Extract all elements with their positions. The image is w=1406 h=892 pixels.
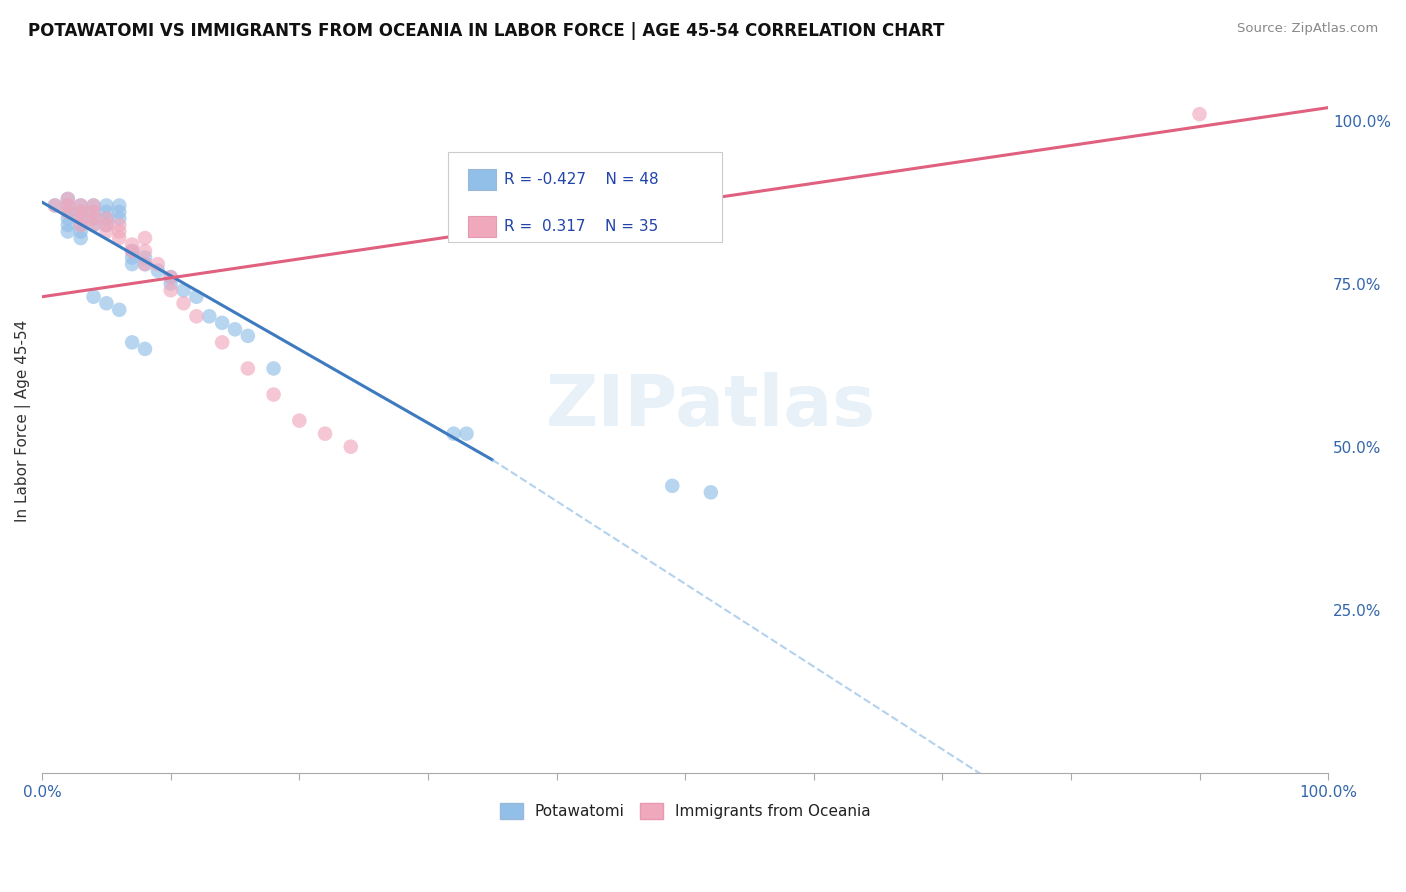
Point: [96, 218, 118, 232]
Text: POTAWATOMI VS IMMIGRANTS FROM OCEANIA IN LABOR FORCE | AGE 45-54 CORRELATION CHA: POTAWATOMI VS IMMIGRANTS FROM OCEANIA IN…: [28, 22, 945, 40]
Point: [134, 231, 156, 245]
Point: [44, 198, 66, 212]
Point: [69, 205, 91, 219]
Point: [96, 211, 118, 226]
Point: [44, 198, 66, 212]
Point: [134, 251, 156, 265]
Point: [56, 192, 79, 206]
Point: [263, 361, 285, 376]
Point: [224, 322, 246, 336]
Point: [443, 426, 465, 441]
Point: [56, 211, 79, 226]
Point: [69, 211, 91, 226]
Point: [146, 257, 169, 271]
Point: [108, 211, 131, 226]
Point: [83, 290, 105, 304]
Point: [173, 296, 195, 310]
Point: [134, 244, 156, 258]
Point: [263, 387, 285, 401]
Point: [134, 342, 156, 356]
Point: [96, 211, 118, 226]
Point: [108, 225, 131, 239]
Point: [69, 231, 91, 245]
Point: [108, 205, 131, 219]
Point: [83, 211, 105, 226]
Text: Source: ZipAtlas.com: Source: ZipAtlas.com: [1237, 22, 1378, 36]
Point: [69, 218, 91, 232]
Point: [56, 205, 79, 219]
Point: [69, 218, 91, 232]
Point: [288, 414, 311, 428]
Point: [83, 205, 105, 219]
Point: [83, 211, 105, 226]
Point: [69, 198, 91, 212]
Point: [69, 205, 91, 219]
Point: [339, 440, 361, 454]
Point: [83, 198, 105, 212]
Legend: Potawatomi, Immigrants from Oceania: Potawatomi, Immigrants from Oceania: [494, 797, 877, 825]
Point: [186, 310, 208, 324]
Point: [56, 218, 79, 232]
Point: [83, 198, 105, 212]
Point: [69, 211, 91, 226]
Point: [159, 270, 181, 285]
Point: [83, 218, 105, 232]
Text: R = -0.427    N = 48: R = -0.427 N = 48: [505, 172, 659, 187]
Point: [96, 225, 118, 239]
Y-axis label: In Labor Force | Age 45-54: In Labor Force | Age 45-54: [15, 319, 31, 522]
Point: [1188, 107, 1211, 121]
Point: [121, 244, 143, 258]
Point: [56, 225, 79, 239]
Point: [211, 335, 233, 350]
Point: [456, 426, 478, 441]
Point: [314, 426, 336, 441]
Point: [56, 192, 79, 206]
Point: [121, 237, 143, 252]
Point: [146, 263, 169, 277]
Point: [96, 205, 118, 219]
Point: [96, 198, 118, 212]
Point: [159, 283, 181, 297]
Point: [96, 218, 118, 232]
Point: [121, 335, 143, 350]
Point: [186, 290, 208, 304]
Point: [159, 277, 181, 291]
Point: [236, 329, 259, 343]
Point: [134, 257, 156, 271]
Point: [83, 218, 105, 232]
Point: [159, 270, 181, 285]
Point: [108, 302, 131, 317]
Point: [236, 361, 259, 376]
Point: [134, 257, 156, 271]
Point: [56, 198, 79, 212]
Point: [56, 198, 79, 212]
Point: [108, 198, 131, 212]
Point: [121, 251, 143, 265]
Point: [83, 205, 105, 219]
Point: [96, 296, 118, 310]
Text: R =  0.317    N = 35: R = 0.317 N = 35: [505, 219, 658, 235]
Point: [121, 244, 143, 258]
Point: [173, 283, 195, 297]
Point: [56, 205, 79, 219]
Point: [198, 310, 221, 324]
Text: ZIPatlas: ZIPatlas: [546, 372, 876, 441]
Point: [211, 316, 233, 330]
Point: [69, 198, 91, 212]
Point: [108, 218, 131, 232]
Point: [661, 479, 683, 493]
Point: [108, 231, 131, 245]
Point: [69, 225, 91, 239]
Point: [121, 257, 143, 271]
Point: [700, 485, 723, 500]
